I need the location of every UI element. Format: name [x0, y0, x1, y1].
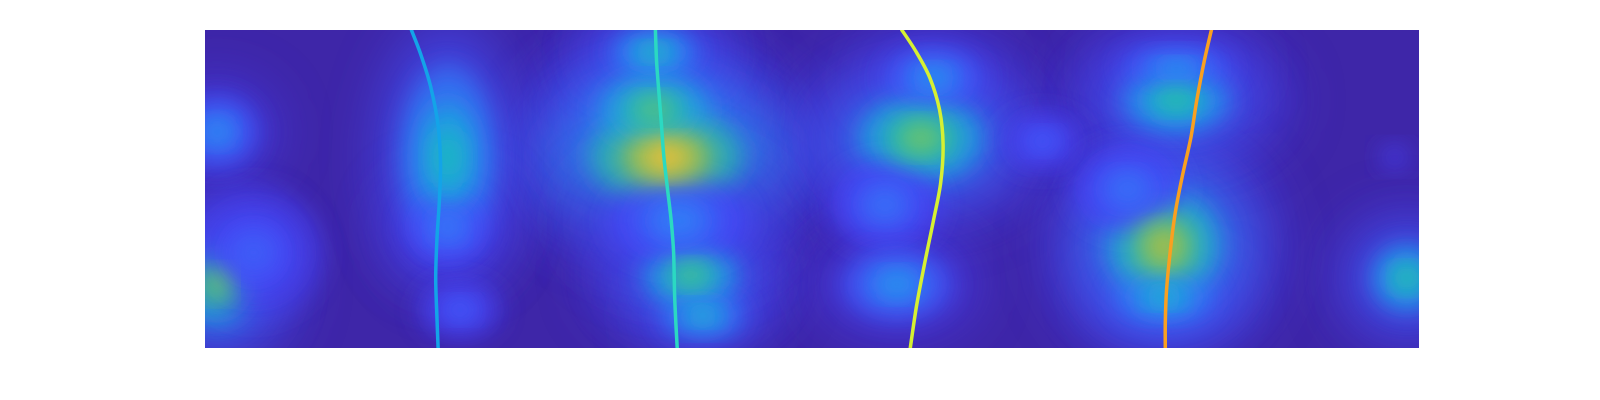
density-blob-22-layer-4 [1396, 268, 1418, 289]
density-blob-7-layer-4 [637, 98, 672, 121]
density-blob-12-layer-4 [902, 124, 941, 152]
density-blob-23-layer-4 [1379, 146, 1410, 169]
density-blob-2-layer-4 [232, 232, 275, 273]
density-blob-1-layer-4 [205, 120, 230, 143]
series-line-1 [409, 30, 443, 348]
density-blob-5-layer-4 [447, 300, 473, 319]
series-line-3 [900, 30, 945, 348]
heatmap-layer [205, 30, 1419, 348]
density-blob-10-layer-4 [689, 309, 716, 323]
density-blob-6-layer-4 [642, 142, 690, 172]
density-blob-20-layer-4 [1159, 61, 1194, 75]
density-blob-3-layer-4 [432, 129, 463, 186]
density-blob-8-layer-4 [641, 45, 667, 59]
density-blob-0-layer-4 [205, 272, 230, 297]
density-blob-18-layer-4 [1149, 289, 1179, 305]
density-blob-9-layer-4 [675, 264, 706, 285]
density-blob-4-layer-4 [435, 216, 461, 239]
density-blob-21-layer-4 [1110, 175, 1145, 203]
density-blob-11-layer-4 [657, 207, 700, 235]
density-blob-16-layer-4 [1029, 132, 1056, 151]
density-blob-17-layer-4 [1147, 229, 1182, 263]
density-blob-14-layer-4 [867, 191, 902, 219]
series-line-2 [653, 30, 679, 348]
density-blob-15-layer-4 [879, 273, 914, 296]
series-line-4 [1163, 30, 1214, 348]
series-layer [409, 30, 1214, 348]
density-blob-19-layer-4 [1159, 89, 1194, 110]
